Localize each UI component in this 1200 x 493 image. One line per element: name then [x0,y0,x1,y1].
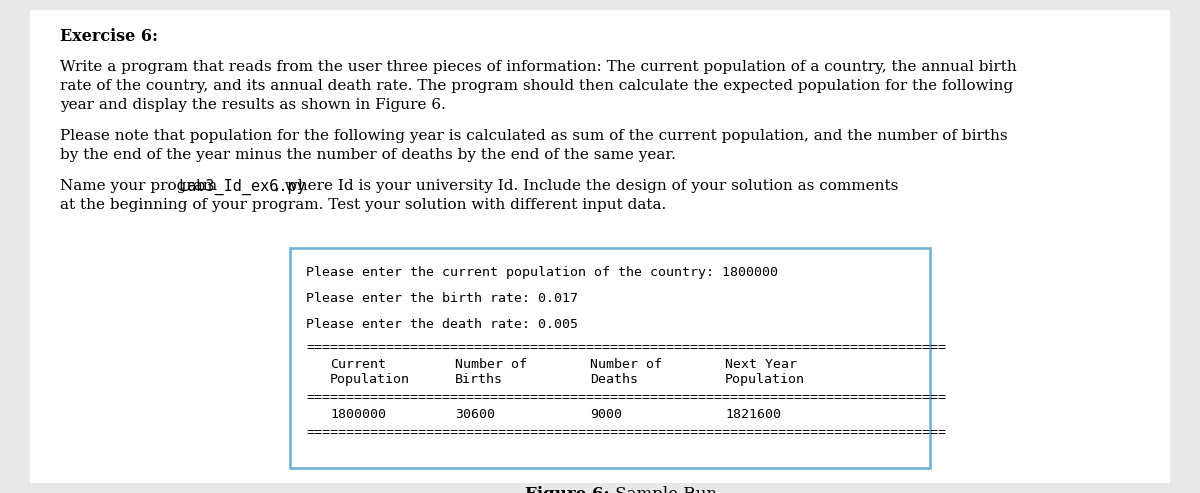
Text: Lab3_Id_ex6.py: Lab3_Id_ex6.py [178,179,306,195]
Text: Write a program that reads from the user three pieces of information: The curren: Write a program that reads from the user… [60,60,1016,74]
Text: Current: Current [330,358,386,371]
Text: year and display the results as shown in Figure 6.: year and display the results as shown in… [60,98,446,112]
Text: Figure 6:: Figure 6: [526,486,610,493]
Text: by the end of the year minus the number of deaths by the end of the same year.: by the end of the year minus the number … [60,148,676,162]
Text: , where Id is your university Id. Include the design of your solution as comment: , where Id is your university Id. Includ… [275,179,899,193]
Text: 1800000: 1800000 [330,408,386,421]
Text: Name your program: Name your program [60,179,222,193]
Text: Population: Population [725,373,805,386]
Text: Population: Population [330,373,410,386]
Text: Births: Births [455,373,503,386]
FancyBboxPatch shape [30,10,1170,483]
Text: Number of: Number of [455,358,527,371]
Text: 30600: 30600 [455,408,496,421]
FancyBboxPatch shape [290,248,930,468]
Text: Next Year: Next Year [725,358,797,371]
Text: Please enter the current population of the country: 1800000: Please enter the current population of t… [306,266,778,279]
Text: Deaths: Deaths [590,373,638,386]
Text: ================================================================================: ========================================… [306,391,946,404]
Text: ================================================================================: ========================================… [306,341,946,354]
Text: rate of the country, and its annual death rate. The program should then calculat: rate of the country, and its annual deat… [60,79,1013,93]
Text: Exercise 6:: Exercise 6: [60,28,158,45]
Text: ================================================================================: ========================================… [306,426,946,439]
Text: Number of: Number of [590,358,662,371]
Text: 9000: 9000 [590,408,622,421]
Text: Sample Run: Sample Run [610,486,718,493]
Text: at the beginning of your program. Test your solution with different input data.: at the beginning of your program. Test y… [60,198,666,212]
Text: Please enter the birth rate: 0.017: Please enter the birth rate: 0.017 [306,292,578,305]
Text: Please enter the death rate: 0.005: Please enter the death rate: 0.005 [306,318,578,331]
Text: 1821600: 1821600 [725,408,781,421]
Text: Please note that population for the following year is calculated as sum of the c: Please note that population for the foll… [60,129,1008,143]
